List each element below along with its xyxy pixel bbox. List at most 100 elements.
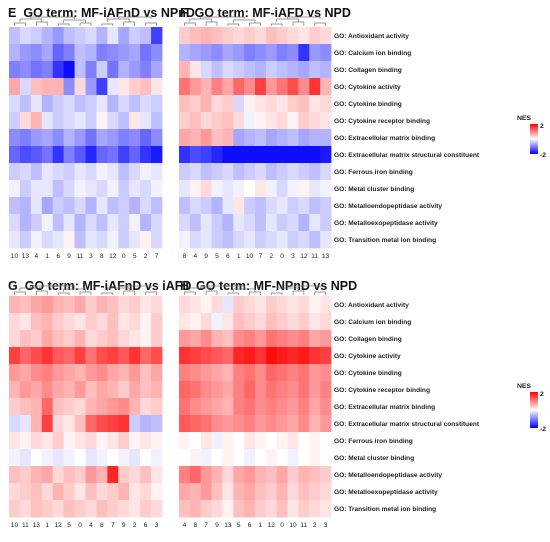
heatmap-cell — [140, 129, 152, 147]
heatmap-cell — [287, 313, 299, 331]
column-label: 9 — [215, 522, 219, 529]
heatmap-cell — [179, 347, 191, 365]
heatmap-cell — [9, 466, 21, 484]
heatmap-cell — [244, 197, 256, 215]
heatmap-cell — [189, 163, 202, 181]
heatmap-cell — [233, 381, 245, 399]
heatmap-cell — [320, 381, 332, 399]
heatmap-cell — [107, 61, 119, 79]
heatmap-cell — [179, 381, 191, 399]
heatmap-cell — [244, 78, 256, 96]
heatmap-cell — [309, 197, 321, 215]
heatmap-cell — [30, 432, 43, 450]
heatmap-cell — [96, 330, 108, 348]
heatmap-cell — [63, 129, 75, 147]
heatmap-cell — [287, 381, 299, 399]
heatmap-cell — [96, 27, 108, 45]
heatmap-cell — [298, 415, 310, 433]
heatmap-cell — [320, 180, 332, 198]
heatmap-cell — [151, 313, 163, 331]
heatmap-cell — [276, 415, 288, 433]
row-label: GO: Metal cluster binding — [334, 186, 414, 193]
heatmap-cell — [140, 163, 152, 181]
heatmap-cell — [85, 197, 97, 215]
column-label: 5 — [237, 522, 241, 529]
legend-title: NES — [517, 115, 531, 122]
heatmap-cell — [265, 398, 278, 416]
heatmap-cell — [222, 415, 234, 433]
heatmap-cell — [200, 330, 212, 348]
heatmap-cell — [74, 129, 86, 147]
heatmap-cell — [107, 180, 119, 198]
heatmap-cell — [52, 313, 65, 331]
heatmap-cell — [233, 197, 245, 215]
heatmap-cell — [19, 313, 32, 331]
heatmap-cell — [74, 398, 86, 416]
panel-letter: F — [180, 6, 188, 20]
heatmap-cell — [255, 330, 267, 348]
heatmap-cell — [200, 466, 212, 484]
heatmap-cell — [255, 432, 267, 450]
heatmap-cell — [63, 163, 75, 181]
heatmap-cell — [189, 364, 202, 382]
heatmap-cell — [118, 163, 130, 181]
heatmap-cell — [140, 95, 152, 113]
heatmap-cell — [63, 398, 75, 416]
heatmap-cell — [233, 78, 245, 96]
heatmap-cell — [309, 398, 321, 416]
heatmap-cell — [244, 163, 256, 181]
heatmap-cell — [200, 398, 212, 416]
column-label: 8 — [183, 253, 187, 260]
heatmap-cell — [255, 296, 267, 314]
heatmap-cell — [255, 500, 267, 518]
heatmap-cell — [85, 27, 97, 45]
heatmap-cell — [320, 364, 332, 382]
heatmap-cell — [19, 432, 32, 450]
heatmap-cell — [200, 313, 212, 331]
heatmap-cell — [222, 330, 234, 348]
heatmap-cell — [222, 27, 234, 45]
heatmap-cell — [287, 129, 299, 147]
heatmap-cell — [30, 197, 43, 215]
heatmap-cell — [189, 112, 202, 130]
heatmap-cell — [298, 364, 310, 382]
heatmap-cell — [211, 466, 223, 484]
heatmap-cell — [265, 163, 278, 181]
heatmap-cell — [222, 398, 234, 416]
heatmap-cell — [287, 44, 299, 62]
heatmap-cell — [140, 61, 152, 79]
heatmap-cell — [222, 214, 234, 232]
heatmap-cell — [211, 381, 223, 399]
heatmap-cell — [211, 432, 223, 450]
heatmap-cell — [52, 364, 65, 382]
heatmap-cell — [233, 95, 245, 113]
heatmap-cell — [85, 398, 97, 416]
heatmap-cell — [140, 483, 152, 501]
heatmap-cell — [74, 364, 86, 382]
column-label: 11 — [77, 253, 84, 260]
heatmap-cell — [320, 95, 332, 113]
heatmap-cell — [276, 197, 288, 215]
heatmap-cell — [233, 146, 245, 164]
heatmap-cell — [96, 180, 108, 198]
heatmap-cell — [74, 483, 86, 501]
heatmap-cell — [233, 27, 245, 45]
heatmap-cell — [118, 197, 130, 215]
row-label: GO: Antioxidant activity — [334, 33, 409, 40]
heatmap-cell — [140, 432, 152, 450]
heatmap-cell — [189, 330, 202, 348]
heatmap-cell — [74, 44, 86, 62]
heatmap-cells — [179, 296, 332, 518]
heatmap-cell — [244, 500, 256, 518]
heatmap-cell — [107, 27, 119, 45]
heatmap-cell — [189, 146, 202, 164]
heatmap-cell — [30, 381, 43, 399]
heatmap-cell — [9, 95, 21, 113]
heatmap-cell — [255, 95, 267, 113]
heatmap-cell — [129, 500, 141, 518]
heatmap-cell — [41, 364, 54, 382]
heatmap-cell — [41, 78, 54, 96]
heatmap-cell — [200, 95, 212, 113]
column-label: 10 — [289, 522, 297, 529]
heatmap-cell — [151, 449, 163, 467]
